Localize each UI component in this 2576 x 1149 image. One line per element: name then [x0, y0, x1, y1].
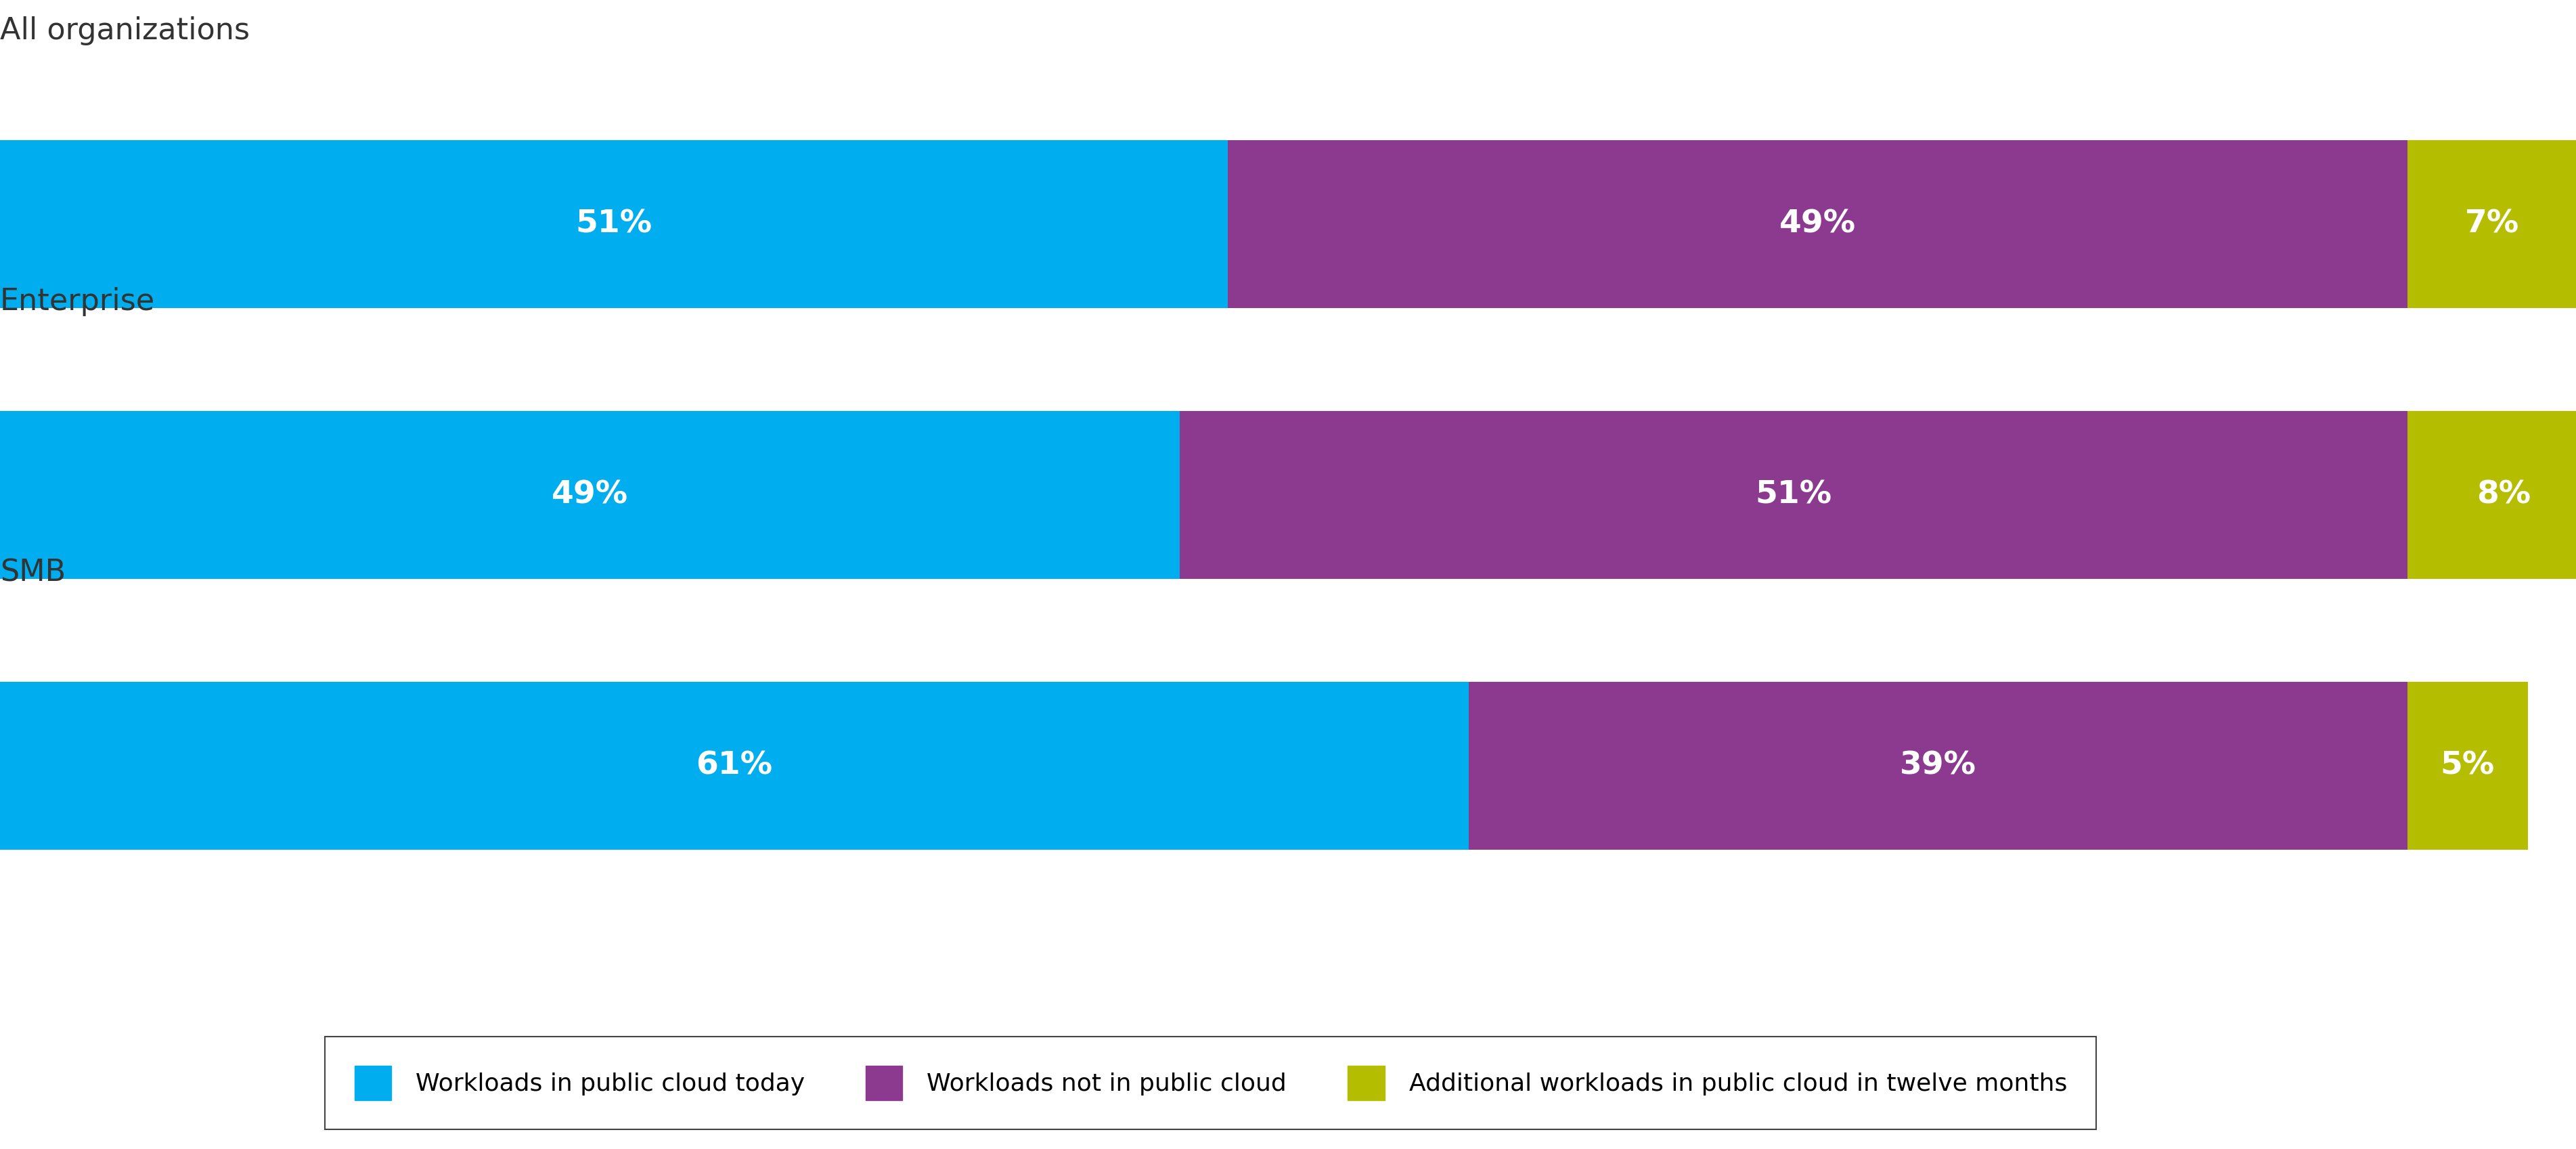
Text: 7%: 7% — [2465, 209, 2519, 239]
Text: Enterprise: Enterprise — [0, 287, 155, 316]
Legend: Workloads in public cloud today, Workloads not in public cloud, Additional workl: Workloads in public cloud today, Workloa… — [325, 1036, 2097, 1129]
Bar — [2409, 683, 2527, 850]
Text: 49%: 49% — [551, 480, 629, 510]
Bar — [0, 683, 1468, 850]
Text: 5%: 5% — [2439, 750, 2494, 781]
Bar — [0, 140, 1229, 308]
Bar — [1229, 140, 2409, 308]
Text: 51%: 51% — [1754, 480, 1832, 510]
Text: 61%: 61% — [696, 750, 773, 781]
Text: 8%: 8% — [2476, 480, 2530, 510]
Text: 49%: 49% — [1780, 209, 1855, 239]
Bar — [0, 411, 1180, 579]
Bar — [1180, 411, 2409, 579]
Text: All organizations: All organizations — [0, 16, 250, 45]
Text: 51%: 51% — [574, 209, 652, 239]
Bar — [2409, 140, 2576, 308]
Bar — [1468, 683, 2409, 850]
Text: 39%: 39% — [1899, 750, 1976, 781]
Bar — [2409, 411, 2576, 579]
Text: SMB: SMB — [0, 558, 67, 587]
